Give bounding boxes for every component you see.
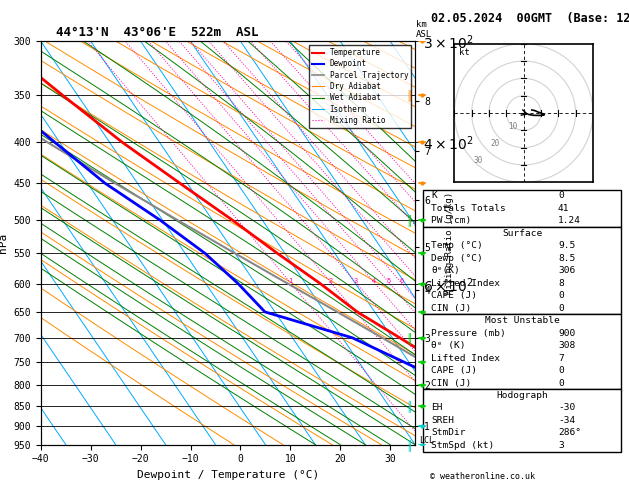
Text: 0: 0 bbox=[558, 304, 564, 312]
Text: 0: 0 bbox=[558, 191, 564, 200]
Text: Lifted Index: Lifted Index bbox=[431, 278, 500, 288]
Text: CIN (J): CIN (J) bbox=[431, 379, 472, 387]
Text: PW (cm): PW (cm) bbox=[431, 216, 472, 225]
Text: StmDir: StmDir bbox=[431, 429, 465, 437]
Text: K: K bbox=[431, 191, 437, 200]
Text: 8.5: 8.5 bbox=[558, 254, 576, 263]
Y-axis label: hPa: hPa bbox=[0, 233, 8, 253]
Text: 2: 2 bbox=[329, 278, 333, 284]
Text: 1: 1 bbox=[288, 278, 292, 284]
Text: Mixing Ratio (g/kg): Mixing Ratio (g/kg) bbox=[445, 192, 454, 294]
Text: 3: 3 bbox=[558, 441, 564, 450]
Text: CAPE (J): CAPE (J) bbox=[431, 291, 477, 300]
Text: Hodograph: Hodograph bbox=[496, 391, 548, 400]
Text: 1.24: 1.24 bbox=[558, 216, 581, 225]
Text: 7: 7 bbox=[558, 353, 564, 363]
Text: 3: 3 bbox=[353, 278, 358, 284]
Text: θᵉ (K): θᵉ (K) bbox=[431, 341, 465, 350]
Text: EH: EH bbox=[431, 403, 443, 413]
Text: StmSpd (kt): StmSpd (kt) bbox=[431, 441, 494, 450]
Text: 9.5: 9.5 bbox=[558, 241, 576, 250]
Text: 0: 0 bbox=[558, 379, 564, 387]
Bar bbox=[423, 389, 621, 451]
Text: 41: 41 bbox=[558, 204, 569, 213]
Text: km
ASL: km ASL bbox=[416, 20, 432, 39]
Text: LCL: LCL bbox=[419, 436, 434, 446]
Text: 30: 30 bbox=[474, 156, 482, 165]
Text: CIN (J): CIN (J) bbox=[431, 304, 472, 312]
Text: CAPE (J): CAPE (J) bbox=[431, 366, 477, 375]
Text: 10: 10 bbox=[508, 122, 517, 131]
Text: Totals Totals: Totals Totals bbox=[431, 204, 506, 213]
Text: 306: 306 bbox=[558, 266, 576, 275]
Text: ║: ║ bbox=[406, 214, 412, 226]
Text: Dewp (°C): Dewp (°C) bbox=[431, 254, 483, 263]
Text: ║: ║ bbox=[406, 89, 412, 101]
Text: © weatheronline.co.uk: © weatheronline.co.uk bbox=[430, 472, 535, 481]
Legend: Temperature, Dewpoint, Parcel Trajectory, Dry Adiabat, Wet Adiabat, Isotherm, Mi: Temperature, Dewpoint, Parcel Trajectory… bbox=[309, 45, 411, 128]
Text: Surface: Surface bbox=[503, 229, 542, 238]
Text: kt: kt bbox=[459, 48, 469, 57]
X-axis label: Dewpoint / Temperature (°C): Dewpoint / Temperature (°C) bbox=[137, 470, 319, 480]
Text: Lifted Index: Lifted Index bbox=[431, 353, 500, 363]
Text: 0: 0 bbox=[558, 366, 564, 375]
Text: 20: 20 bbox=[491, 139, 500, 148]
Text: ║: ║ bbox=[406, 400, 412, 412]
Text: 900: 900 bbox=[558, 329, 576, 338]
Text: 44°13'N  43°06'E  522m  ASL: 44°13'N 43°06'E 522m ASL bbox=[41, 26, 259, 39]
Text: 308: 308 bbox=[558, 341, 576, 350]
Text: 8: 8 bbox=[558, 278, 564, 288]
Text: θᵉ(K): θᵉ(K) bbox=[431, 266, 460, 275]
Text: Pressure (mb): Pressure (mb) bbox=[431, 329, 506, 338]
Bar bbox=[423, 190, 621, 227]
Text: -34: -34 bbox=[558, 416, 576, 425]
Text: Temp (°C): Temp (°C) bbox=[431, 241, 483, 250]
Text: 6: 6 bbox=[399, 278, 403, 284]
Bar bbox=[423, 314, 621, 389]
Text: 0: 0 bbox=[558, 291, 564, 300]
Text: 4: 4 bbox=[372, 278, 376, 284]
Text: 02.05.2024  00GMT  (Base: 12): 02.05.2024 00GMT (Base: 12) bbox=[431, 12, 629, 25]
Text: 5: 5 bbox=[387, 278, 391, 284]
Text: 286°: 286° bbox=[558, 429, 581, 437]
Text: ║: ║ bbox=[406, 439, 412, 451]
Text: ║: ║ bbox=[406, 332, 412, 344]
Text: -30: -30 bbox=[558, 403, 576, 413]
Text: SREH: SREH bbox=[431, 416, 454, 425]
Text: Most Unstable: Most Unstable bbox=[485, 316, 560, 325]
Bar bbox=[423, 227, 621, 314]
